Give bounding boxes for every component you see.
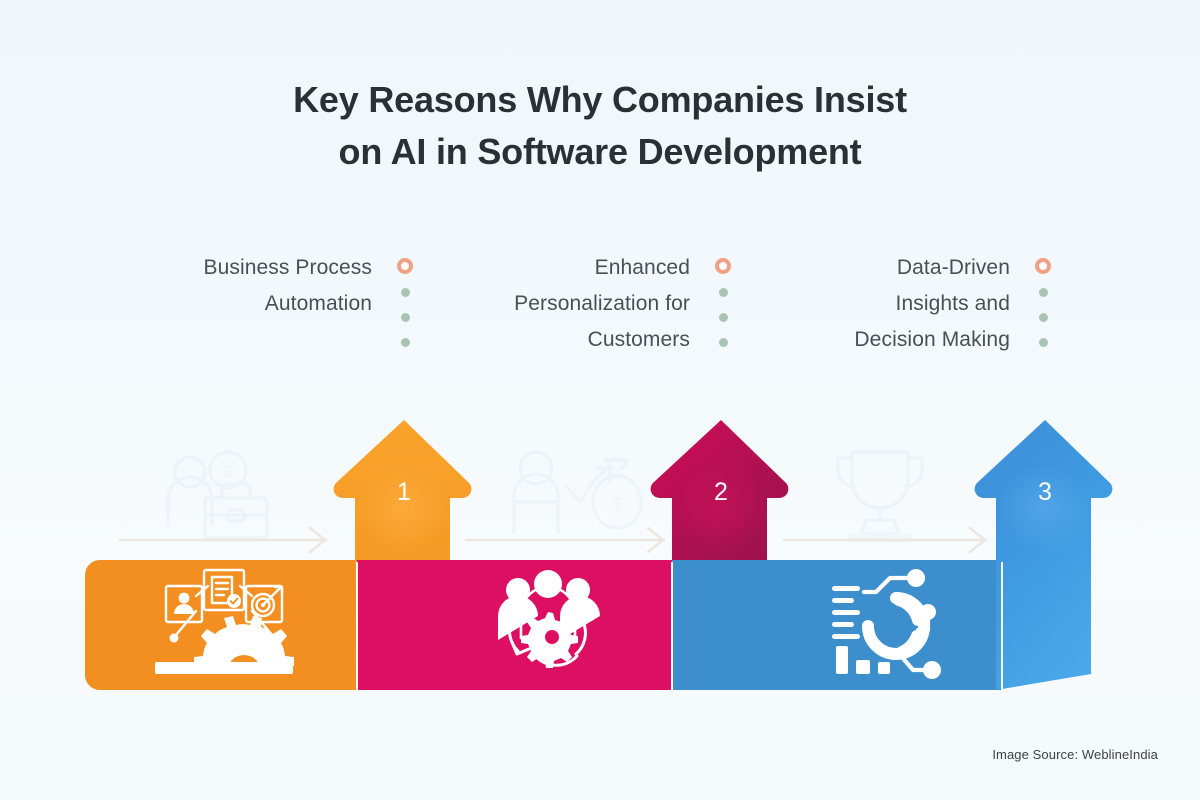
connector-arrow-2 [464, 526, 666, 554]
ring-marker-icon [715, 258, 731, 274]
dot-marker-icon [1038, 288, 1048, 297]
step-1-number: 1 [397, 478, 411, 506]
watermark-trophy-icon [836, 450, 924, 543]
svg-text:$: $ [612, 495, 623, 516]
dot-marker-icon [400, 313, 410, 322]
step-3-number: 3 [1038, 478, 1052, 506]
label-2-line-2: Personalization for [514, 292, 690, 315]
label-2-line-1: Enhanced [594, 256, 690, 279]
label-2-line-3: Customers [587, 328, 690, 351]
process-diagram: $ $ [0, 390, 1200, 720]
label-1-line-1: Business Process [203, 256, 372, 279]
ring-marker-icon [1035, 258, 1051, 274]
ring-marker-icon [397, 258, 413, 274]
label-column-2: Enhanced Personalization for Customers [436, 250, 736, 380]
marker-column-2 [710, 250, 736, 363]
dot-marker-icon [718, 288, 728, 297]
labels-row: Business Process Automation Enhanced Per… [0, 250, 1200, 380]
page-title: Key Reasons Why Companies Insist on AI i… [0, 74, 1200, 178]
dot-marker-icon [718, 338, 728, 347]
marker-column-1 [392, 250, 418, 363]
label-3-line-2: Insights and [895, 292, 1010, 315]
label-column-1: Business Process Automation [118, 250, 418, 380]
label-3-line-3: Decision Making [854, 328, 1010, 351]
svg-text:$: $ [223, 462, 233, 481]
dot-marker-icon [1038, 338, 1048, 347]
label-1-line-2: Automation [264, 292, 372, 315]
step-3-group: 3 [672, 420, 1113, 690]
gear-process-automation-icon [155, 568, 294, 674]
title-line-1: Key Reasons Why Companies Insist [293, 79, 907, 120]
label-3-line-1: Data-Driven [896, 256, 1010, 279]
dot-marker-icon [400, 288, 410, 297]
dot-marker-icon [1038, 313, 1048, 322]
image-source-caption: Image Source: WeblineIndia [992, 747, 1158, 762]
watermark-person-growth-chart-moneybag-icon: $ [512, 450, 643, 534]
label-column-3: Data-Driven Insights and Decision Making [756, 250, 1056, 380]
marker-column-3 [1030, 250, 1056, 363]
customer-group-personalization-icon [498, 570, 600, 668]
connector-arrow-3 [782, 526, 988, 554]
data-analytics-network-icon [832, 569, 941, 679]
label-text-3: Data-Driven Insights and Decision Making [756, 250, 1030, 358]
label-text-1: Business Process Automation [118, 250, 392, 322]
title-line-2: on AI in Software Development [338, 131, 862, 172]
dot-marker-icon [718, 313, 728, 322]
block-seams [356, 562, 1003, 690]
connector-arrow-1 [118, 526, 328, 554]
watermark-person-briefcase-coin-icon: $ [166, 450, 269, 540]
label-text-2: Enhanced Personalization for Customers [436, 250, 710, 358]
dot-marker-icon [400, 338, 410, 347]
step-2-number: 2 [714, 478, 728, 506]
